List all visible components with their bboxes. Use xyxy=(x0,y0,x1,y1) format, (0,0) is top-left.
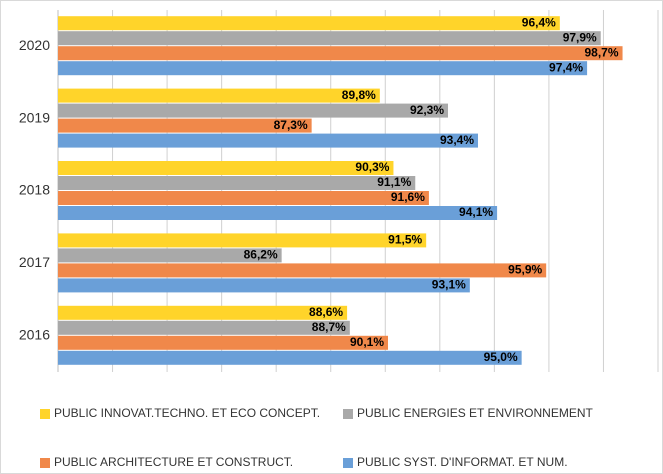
value-label: 91,1% xyxy=(377,175,411,189)
legend-swatch xyxy=(40,409,50,419)
bar xyxy=(58,16,560,31)
bar xyxy=(58,191,429,205)
bar xyxy=(58,320,350,335)
category-label: 2017 xyxy=(19,254,50,270)
value-label: 97,9% xyxy=(563,30,597,44)
legend-swatch xyxy=(40,458,50,468)
legend-label: PUBLIC ENERGIES ET ENVIRONNEMENT xyxy=(357,406,593,420)
value-label: 91,5% xyxy=(388,233,422,247)
value-label: 94,1% xyxy=(459,205,493,219)
value-label: 92,3% xyxy=(410,103,444,117)
bar xyxy=(58,350,522,365)
bar xyxy=(58,335,388,350)
category-label: 2016 xyxy=(19,327,50,343)
value-label: 93,4% xyxy=(440,133,474,147)
value-label: 87,3% xyxy=(274,118,308,132)
legend-swatch xyxy=(343,458,353,468)
bar xyxy=(58,233,427,248)
bar xyxy=(58,133,478,148)
value-label: 96,4% xyxy=(522,15,556,29)
legend-label: PUBLIC ARCHITECTURE ET CONSTRUCT. xyxy=(54,455,293,469)
bar xyxy=(58,248,282,263)
bar xyxy=(58,61,588,76)
value-label: 97,4% xyxy=(549,60,583,74)
value-label: 95,9% xyxy=(508,263,542,277)
bar xyxy=(58,305,348,320)
value-label: 88,6% xyxy=(309,305,343,319)
category-label: 2018 xyxy=(19,182,50,198)
value-label: 98,7% xyxy=(585,45,619,59)
category-label: 2019 xyxy=(19,109,50,125)
value-label: 89,8% xyxy=(342,88,376,102)
value-label: 88,7% xyxy=(312,320,346,334)
value-label: 93,1% xyxy=(432,278,466,292)
value-label: 90,3% xyxy=(355,160,389,174)
bar xyxy=(58,31,601,46)
bar xyxy=(58,46,623,61)
value-label: 90,1% xyxy=(350,335,384,349)
bar xyxy=(58,88,380,103)
legend-label: PUBLIC SYST. D'INFORMAT. ET NUM. xyxy=(357,455,568,469)
bar xyxy=(58,103,448,118)
value-label: 95,0% xyxy=(484,350,518,364)
legend-label: PUBLIC INNOVAT.TECHNO. ET ECO CONCEPT. xyxy=(54,406,320,420)
bar xyxy=(58,161,394,175)
category-label: 2020 xyxy=(19,37,50,53)
bar xyxy=(58,118,312,133)
value-label: 86,2% xyxy=(244,248,278,262)
bar xyxy=(58,263,547,278)
bar xyxy=(58,278,470,293)
bar xyxy=(58,206,498,220)
value-label: 91,6% xyxy=(391,190,425,204)
legend-swatch xyxy=(343,409,353,419)
bar xyxy=(58,176,416,190)
